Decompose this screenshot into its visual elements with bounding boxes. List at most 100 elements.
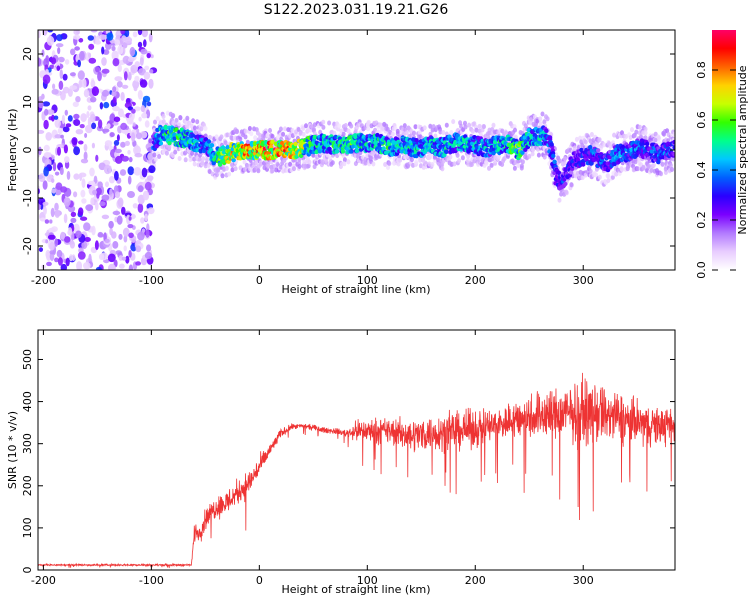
halo-speck [512, 165, 517, 171]
noise-speck [51, 88, 59, 95]
halo-speck [223, 140, 228, 146]
halo-speck [225, 132, 230, 138]
noise-speck [87, 35, 95, 41]
halo-speck [301, 131, 306, 137]
colorbar-gradient [712, 30, 736, 270]
halo-speck [167, 144, 172, 150]
noise-speck [52, 83, 56, 90]
noise-speck [144, 181, 152, 191]
noise-speck [109, 113, 116, 124]
noise-speck [127, 175, 132, 185]
halo-speck [171, 113, 176, 118]
noise-speck [133, 145, 141, 156]
snr-x-axis-label: Height of straight line (km) [281, 583, 430, 596]
halo-speck [580, 175, 585, 181]
noise-speck [54, 202, 59, 212]
halo-speck [201, 156, 206, 162]
noise-speck [116, 81, 123, 88]
halo-speck [460, 155, 465, 161]
halo-speck [224, 165, 229, 171]
noise-speck [51, 114, 55, 122]
halo-speck [482, 124, 486, 130]
noise-speck [147, 207, 155, 215]
halo-speck [297, 156, 302, 162]
noise-speck [112, 86, 117, 93]
halo-speck [563, 156, 568, 162]
colorbar-tick-label: 0.4 [695, 161, 708, 179]
noise-speck [120, 122, 128, 130]
ridge-cell [551, 153, 556, 159]
ridge-cell [649, 149, 654, 154]
halo-speck [433, 133, 438, 139]
noise-speck [85, 204, 94, 212]
halo-speck [346, 159, 351, 165]
noise-speck [69, 72, 76, 77]
halo-speck [190, 150, 195, 156]
noise-speck [83, 89, 90, 98]
noise-speck [89, 167, 95, 177]
halo-speck [343, 123, 348, 128]
noise-speck [109, 132, 115, 138]
halo-speck [249, 131, 254, 137]
halo-speck [153, 156, 158, 162]
halo-speck [318, 129, 323, 135]
noise-speck [109, 188, 113, 197]
noise-speck [67, 227, 73, 236]
halo-speck [595, 143, 600, 149]
halo-speck [527, 153, 532, 159]
halo-speck [641, 165, 646, 171]
noise-speck [98, 34, 107, 40]
noise-speck [84, 237, 91, 242]
noise-speck [74, 46, 80, 51]
halo-speck [256, 168, 261, 174]
noise-speck [111, 45, 116, 52]
noise-speck [149, 69, 154, 74]
noise-speck [111, 90, 117, 97]
halo-speck [472, 121, 477, 127]
noise-speck [96, 187, 102, 196]
halo-speck [489, 162, 494, 168]
noise-speck [73, 113, 80, 120]
ridge-cell [520, 150, 525, 155]
halo-speck [174, 118, 179, 123]
x-tick-label: 300 [573, 574, 594, 587]
halo-speck [383, 162, 388, 167]
ridge-cell [381, 146, 386, 151]
noise-speck [71, 137, 78, 146]
halo-speck [649, 168, 654, 173]
noise-speck [144, 213, 149, 222]
halo-speck [562, 160, 567, 166]
noise-speck [85, 124, 93, 134]
noise-speck [112, 241, 119, 249]
noise-speck [112, 58, 120, 67]
halo-speck [671, 156, 675, 162]
noise-speck [144, 65, 150, 71]
halo-speck [220, 173, 225, 179]
noise-speck [56, 249, 63, 258]
snr-ticks: -200 -100 0 100 200 300 0 100 200 300 400 500 [21, 330, 675, 587]
ridge-cell [549, 142, 554, 147]
halo-speck [597, 137, 602, 143]
halo-speck [321, 119, 326, 125]
noise-speck [66, 170, 71, 180]
noise-speck [135, 132, 143, 140]
noise-speck [70, 211, 77, 217]
noise-speck [81, 178, 86, 189]
ridge-cell [579, 147, 584, 153]
noise-speck [67, 88, 73, 97]
ridge-cell [335, 149, 340, 154]
halo-speck [170, 153, 175, 158]
noise-speck [99, 102, 104, 110]
ridge-cell [348, 149, 354, 154]
noise-speck [148, 33, 153, 43]
ridge-cell [474, 145, 480, 150]
ridge-cell [672, 152, 675, 157]
halo-speck [230, 167, 235, 173]
ridge-cell [322, 134, 327, 139]
noise-speck [63, 213, 68, 224]
noise-speck [54, 171, 60, 176]
noise-speck [42, 74, 51, 85]
noise-speck [112, 210, 121, 216]
noise-speck [127, 166, 135, 176]
halo-speck [656, 139, 661, 145]
